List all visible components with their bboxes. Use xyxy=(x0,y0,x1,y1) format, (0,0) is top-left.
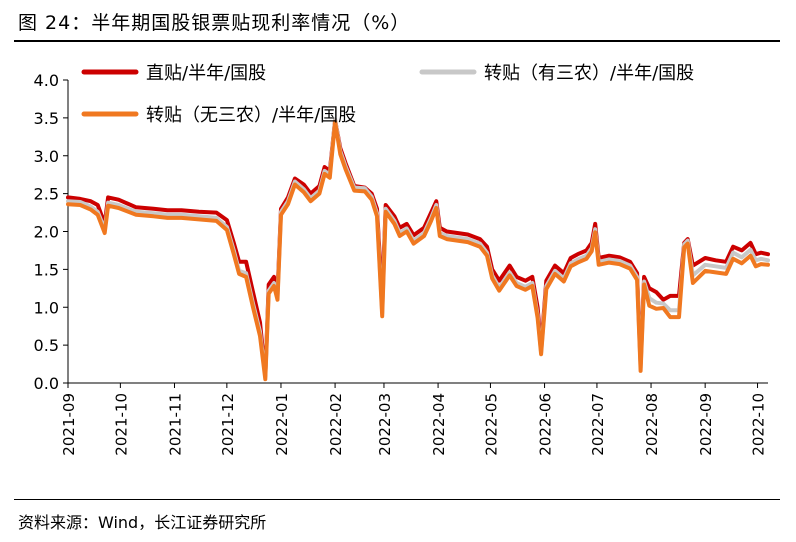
y-axis: 0.0 0.5 1.0 1.5 2.0 2.5 3.0 3.5 4.0 xyxy=(34,71,69,393)
x-axis: 2021-09 2021-10 2021-11 2021-12 2022-01 2022-… xyxy=(60,382,768,456)
series-layer xyxy=(66,117,770,382)
title-rule xyxy=(14,40,780,42)
x-tick-label: 2021-12 xyxy=(219,393,237,456)
series-line-3 xyxy=(66,119,770,382)
y-tick-label: 3.5 xyxy=(34,109,59,128)
legend-label-1: 直贴/半年/国股 xyxy=(146,63,266,84)
x-tick-label: 2022-08 xyxy=(643,393,661,456)
x-tick-label: 2022-02 xyxy=(327,393,345,456)
y-tick-label: 1.0 xyxy=(34,298,59,317)
y-tick-label: 4.0 xyxy=(34,71,59,90)
source-note: 资料来源：Wind，长江证券研究所 xyxy=(18,513,267,532)
series-line-1 xyxy=(66,118,770,378)
x-tick-label: 2022-01 xyxy=(273,393,291,456)
x-tick-label: 2022-09 xyxy=(697,393,715,456)
x-tick-label: 2022-04 xyxy=(430,393,448,456)
x-tick-label: 2022-10 xyxy=(750,393,768,456)
x-tick-label: 2022-05 xyxy=(482,393,500,456)
x-tick-label: 2022-03 xyxy=(376,393,394,456)
x-tick-label: 2021-11 xyxy=(166,393,184,456)
y-tick-label: 2.0 xyxy=(34,223,59,242)
series-line-2 xyxy=(66,117,770,379)
figure-title: 图 24：半年期国股银票贴现利率情况（%） xyxy=(18,12,411,34)
y-tick-label: 0.5 xyxy=(34,336,59,355)
source-rule xyxy=(14,499,780,500)
x-tick-label: 2021-10 xyxy=(112,393,130,456)
x-tick-label: 2021-09 xyxy=(60,393,78,456)
y-tick-label: 0.0 xyxy=(34,374,59,393)
legend-label-2: 转贴（有三农）/半年/国股 xyxy=(484,63,694,84)
x-tick-label: 2022-07 xyxy=(589,393,607,456)
x-tick-label: 2022-06 xyxy=(537,393,555,456)
y-tick-label: 3.0 xyxy=(34,147,59,166)
y-tick-label: 1.5 xyxy=(34,260,59,279)
legend-label-3: 转贴（无三农）/半年/国股 xyxy=(146,105,356,126)
y-tick-label: 2.5 xyxy=(34,185,59,204)
